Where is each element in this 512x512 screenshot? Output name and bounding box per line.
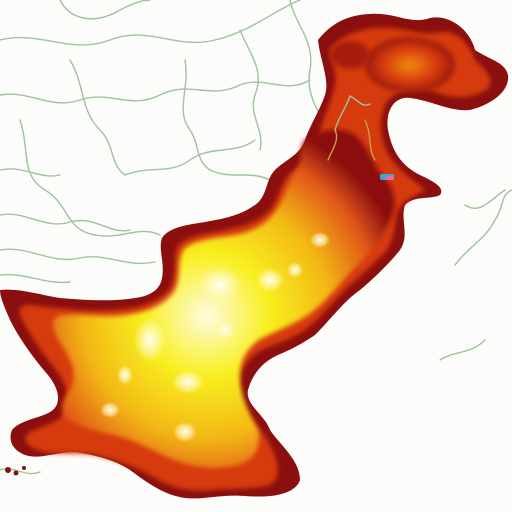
location-marker: [380, 174, 394, 180]
heat-hotspots: [100, 232, 330, 442]
country-heat-shape: [0, 13, 509, 499]
coastal-islands: [5, 466, 26, 476]
river-lines: [327, 95, 376, 161]
